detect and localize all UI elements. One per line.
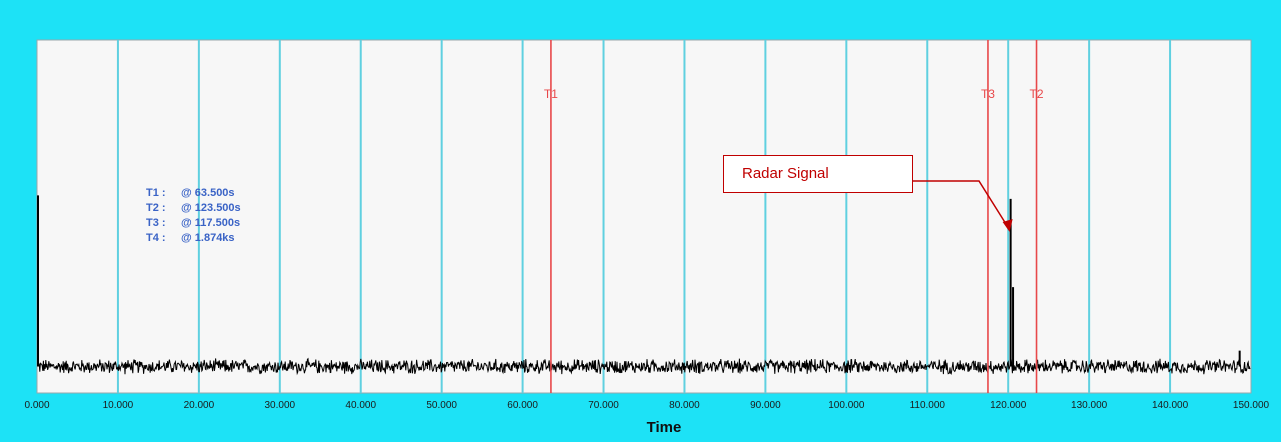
annotation-arrowhead bbox=[1002, 219, 1013, 232]
x-tick-label: 120.000 bbox=[990, 400, 1027, 411]
x-axis-label: Time bbox=[647, 419, 682, 436]
readout-value: @ 123.500s bbox=[181, 202, 241, 214]
x-tick-label: 40.000 bbox=[345, 400, 376, 411]
x-tick-label: 10.000 bbox=[103, 400, 134, 411]
x-tick-label: 140.000 bbox=[1152, 400, 1189, 411]
x-tick-label: 90.000 bbox=[750, 400, 781, 411]
readout-value: @ 63.500s bbox=[181, 187, 235, 199]
readout-label: T2 : bbox=[146, 202, 166, 214]
x-tick-label: 0.000 bbox=[24, 400, 49, 411]
x-tick-label: 80.000 bbox=[669, 400, 700, 411]
readout-value: @ 117.500s bbox=[181, 217, 240, 229]
x-tick-label: 20.000 bbox=[184, 400, 215, 411]
annotation-leader bbox=[913, 180, 1007, 225]
x-tick-label: 130.000 bbox=[1071, 400, 1108, 411]
x-tick-label: 60.000 bbox=[507, 400, 538, 411]
x-tick-label: 70.000 bbox=[588, 400, 619, 411]
x-tick-label: 150.000 bbox=[1233, 400, 1270, 411]
x-tick-label: 100.000 bbox=[828, 400, 865, 411]
readout-label: T4 : bbox=[146, 232, 166, 244]
readout-label: T1 : bbox=[146, 187, 166, 199]
x-tick-label: 110.000 bbox=[910, 400, 946, 411]
readout-label: T3 : bbox=[146, 217, 166, 229]
x-tick-label: 30.000 bbox=[265, 400, 296, 411]
radar-signal-annotation: Radar Signal bbox=[723, 155, 913, 193]
signal-trace bbox=[37, 357, 1251, 376]
readout-value: @ 1.874ks bbox=[181, 232, 235, 244]
cursor-label-t2: T2 bbox=[1030, 87, 1044, 101]
cursor-label-t1: T1 bbox=[544, 87, 558, 101]
plot-area bbox=[36, 39, 1252, 394]
x-tick-label: 50.000 bbox=[426, 400, 457, 411]
cursor-label-t3: T3 bbox=[981, 87, 995, 101]
